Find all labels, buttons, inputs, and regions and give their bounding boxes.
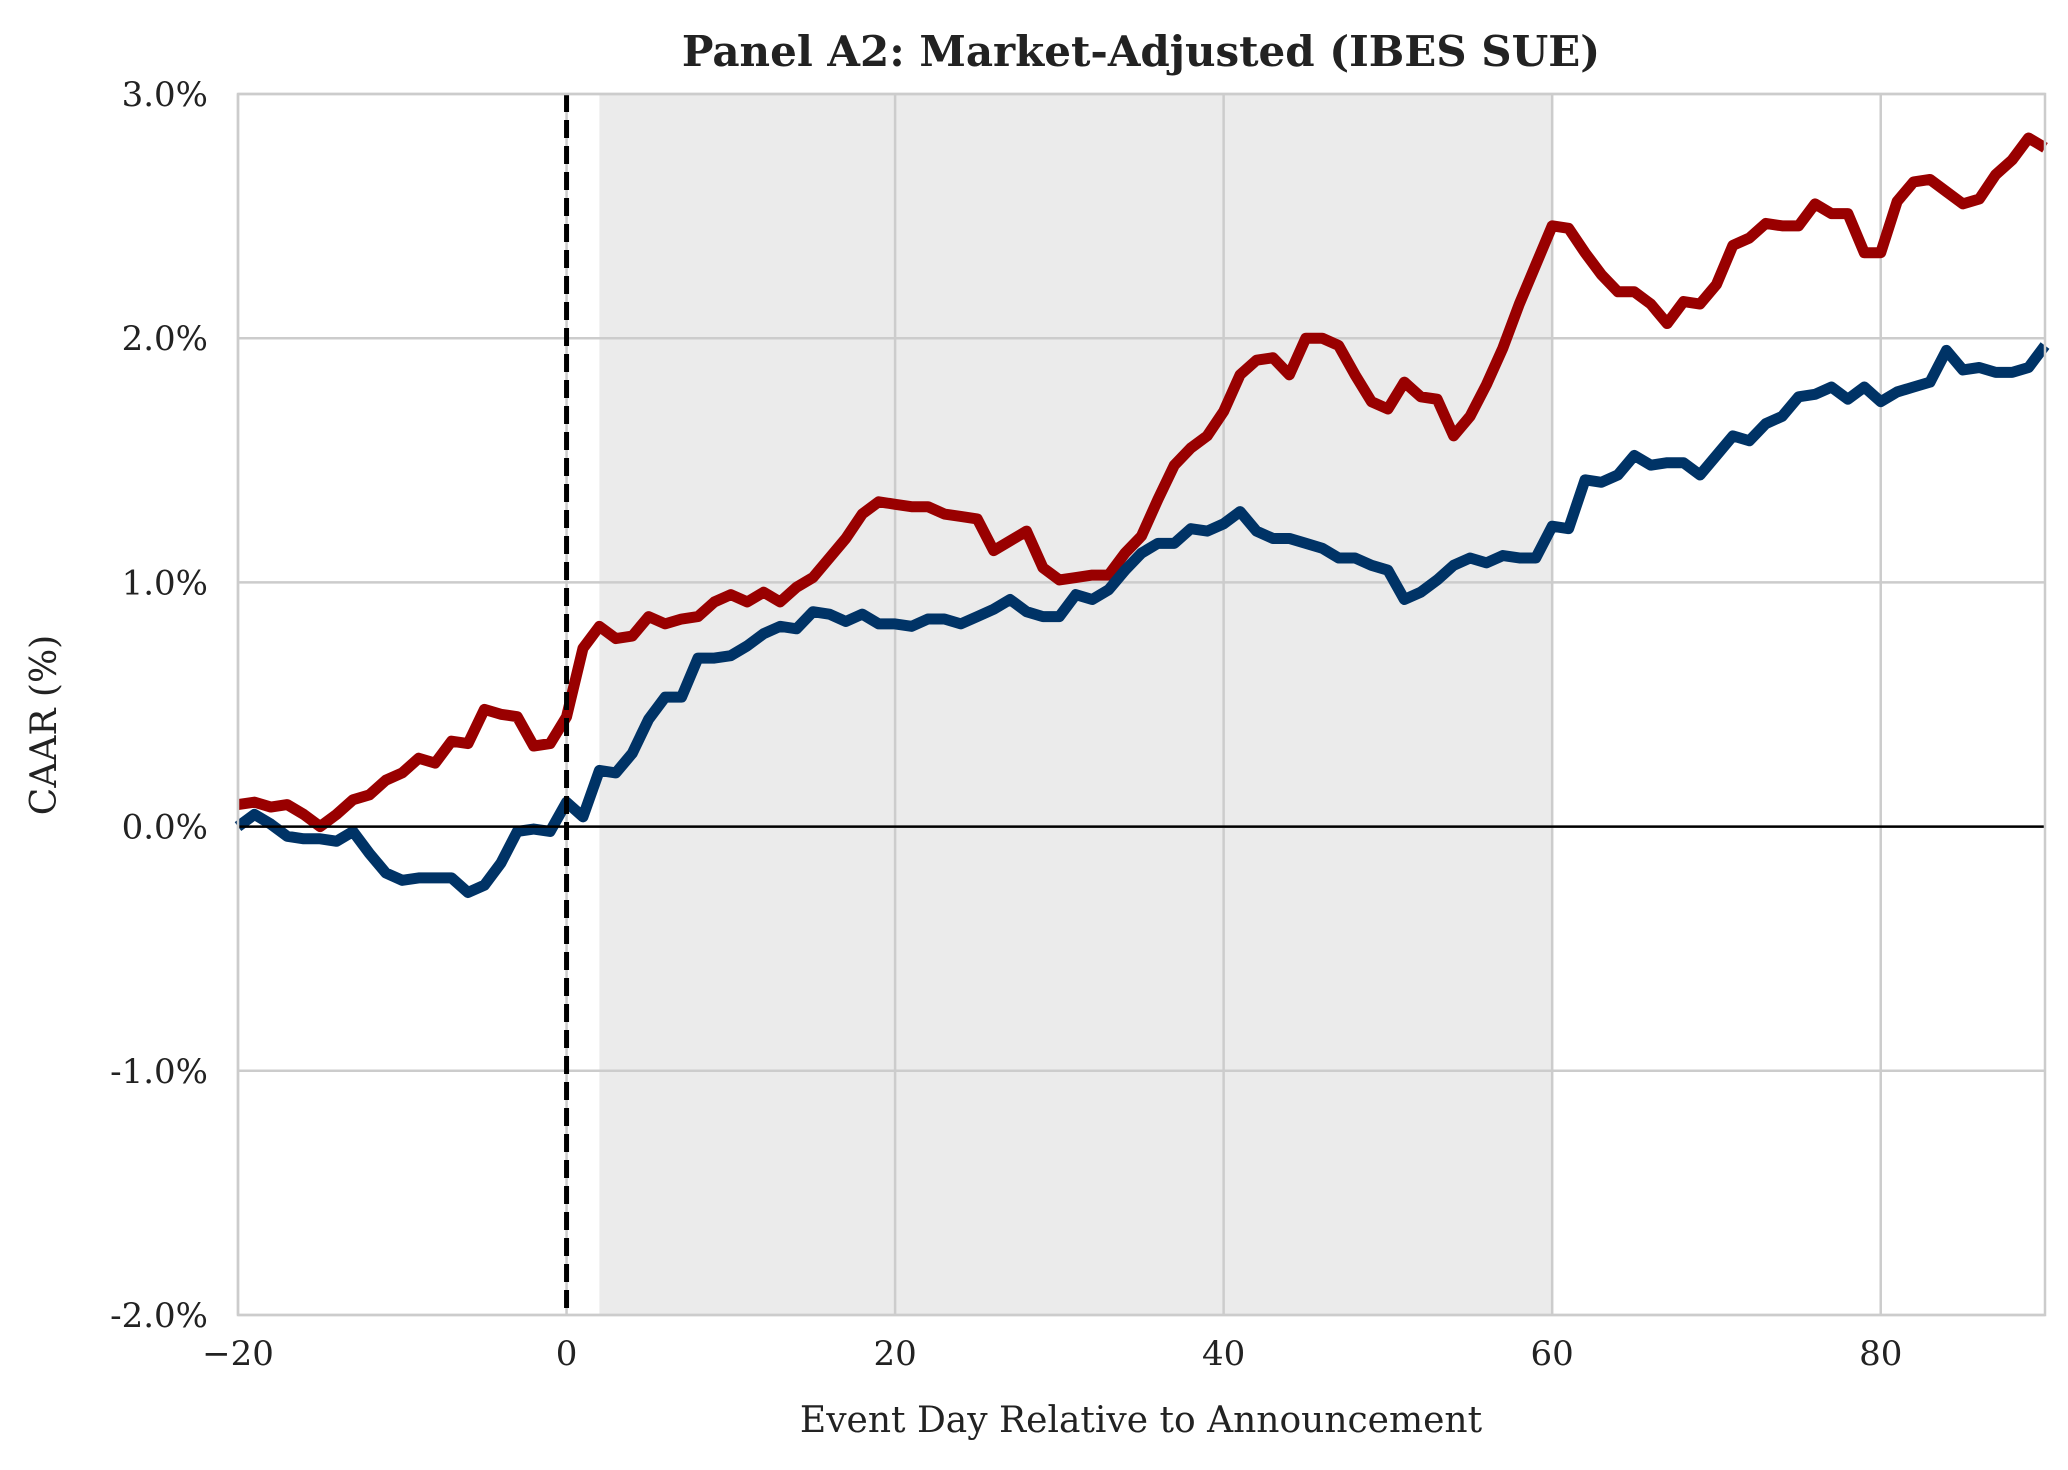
x-tick-label: 60 bbox=[1531, 1334, 1574, 1374]
x-tick-label: 80 bbox=[1859, 1334, 1902, 1374]
y-tick-label: 1.0% bbox=[122, 563, 208, 603]
y-tick-label: -2.0% bbox=[110, 1296, 208, 1336]
y-axis-title: CAAR (%) bbox=[24, 635, 65, 815]
x-tick-label: 0 bbox=[556, 1334, 578, 1374]
shaded-window bbox=[599, 94, 1553, 1315]
y-tick-label: 0.0% bbox=[122, 808, 208, 848]
y-tick-label: -1.0% bbox=[110, 1052, 208, 1092]
x-tick-label: −20 bbox=[202, 1334, 274, 1374]
x-tick-label: 40 bbox=[1202, 1334, 1245, 1374]
x-axis-title: Event Day Relative to Announcement bbox=[800, 1400, 1483, 1441]
chart-title: Panel A2: Market-Adjusted (IBES SUE) bbox=[682, 27, 1600, 76]
x-tick-label: 20 bbox=[873, 1334, 916, 1374]
plot-frame bbox=[236, 92, 2047, 1317]
y-tick-label: 3.0% bbox=[122, 75, 208, 115]
y-tick-label: 2.0% bbox=[122, 319, 208, 359]
series-line-2 bbox=[234, 342, 2050, 899]
series-line-1 bbox=[237, 132, 2048, 833]
